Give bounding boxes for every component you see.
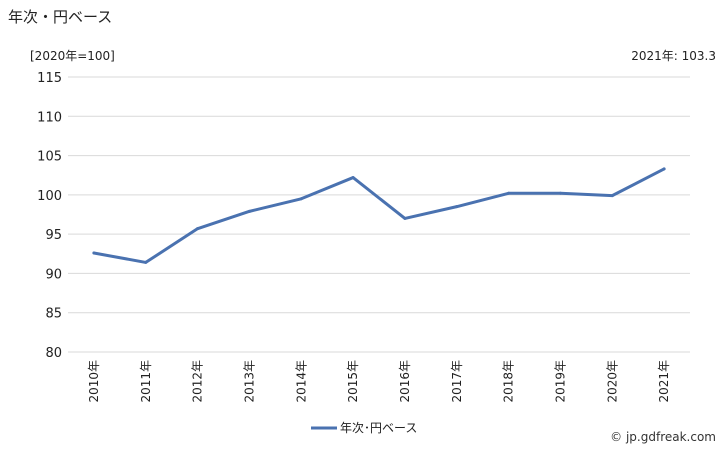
y-tick-115: 115 bbox=[37, 71, 62, 86]
source-credit: © jp.gdfreak.com bbox=[610, 430, 716, 444]
latest-value-label: 2021年: 103.3 bbox=[631, 49, 716, 63]
y-tick-90: 90 bbox=[45, 267, 62, 282]
legend-label: 年次･円ベース bbox=[340, 421, 417, 435]
x-tick-2019年: 2019年 bbox=[553, 360, 567, 403]
unit-label: [2020年=100] bbox=[30, 49, 115, 63]
y-tick-105: 105 bbox=[37, 150, 62, 165]
data-point-2017年 bbox=[455, 205, 459, 209]
y-axis-ticks: 80 85 90 95 100 105 110 115 bbox=[37, 71, 62, 361]
y-tick-85: 85 bbox=[45, 307, 62, 322]
x-tick-2018年: 2018年 bbox=[502, 360, 516, 403]
data-point-2011年 bbox=[144, 260, 148, 264]
data-point-2020年 bbox=[610, 194, 614, 198]
series-group bbox=[92, 167, 666, 264]
grid-lines bbox=[68, 76, 690, 353]
x-axis-ticks: 2010年 2011年 2012年 2013年 2014年 2015年 2016年 2017年… bbox=[87, 360, 671, 403]
x-tick-2016年: 2016年 bbox=[398, 360, 412, 403]
chart-title: 年次・円ベース bbox=[8, 8, 113, 26]
data-point-2013年 bbox=[247, 209, 251, 213]
x-tick-2021年: 2021年 bbox=[657, 360, 671, 403]
x-tick-2015年: 2015年 bbox=[346, 360, 360, 403]
data-point-2015年 bbox=[351, 176, 355, 180]
y-tick-110: 110 bbox=[37, 110, 62, 125]
x-tick-2011年: 2011年 bbox=[139, 360, 153, 403]
y-tick-95: 95 bbox=[45, 228, 62, 243]
data-point-2016年 bbox=[403, 216, 407, 220]
data-point-2012年 bbox=[196, 227, 200, 231]
x-tick-2012年: 2012年 bbox=[191, 360, 205, 403]
y-tick-100: 100 bbox=[37, 189, 62, 204]
x-tick-2017年: 2017年 bbox=[450, 360, 464, 403]
data-point-2021年 bbox=[662, 167, 666, 171]
legend: 年次･円ベース bbox=[311, 421, 417, 435]
x-tick-2013年: 2013年 bbox=[242, 360, 256, 403]
data-point-2014年 bbox=[299, 197, 303, 201]
x-tick-2010年: 2010年 bbox=[87, 360, 101, 403]
series-line-0 bbox=[92, 167, 666, 264]
data-point-2010年 bbox=[92, 251, 96, 255]
x-tick-2020年: 2020年 bbox=[605, 360, 619, 403]
y-tick-80: 80 bbox=[45, 346, 62, 361]
data-point-2019年 bbox=[558, 191, 562, 195]
data-point-2018年 bbox=[507, 191, 511, 195]
x-tick-2014年: 2014年 bbox=[294, 360, 308, 403]
